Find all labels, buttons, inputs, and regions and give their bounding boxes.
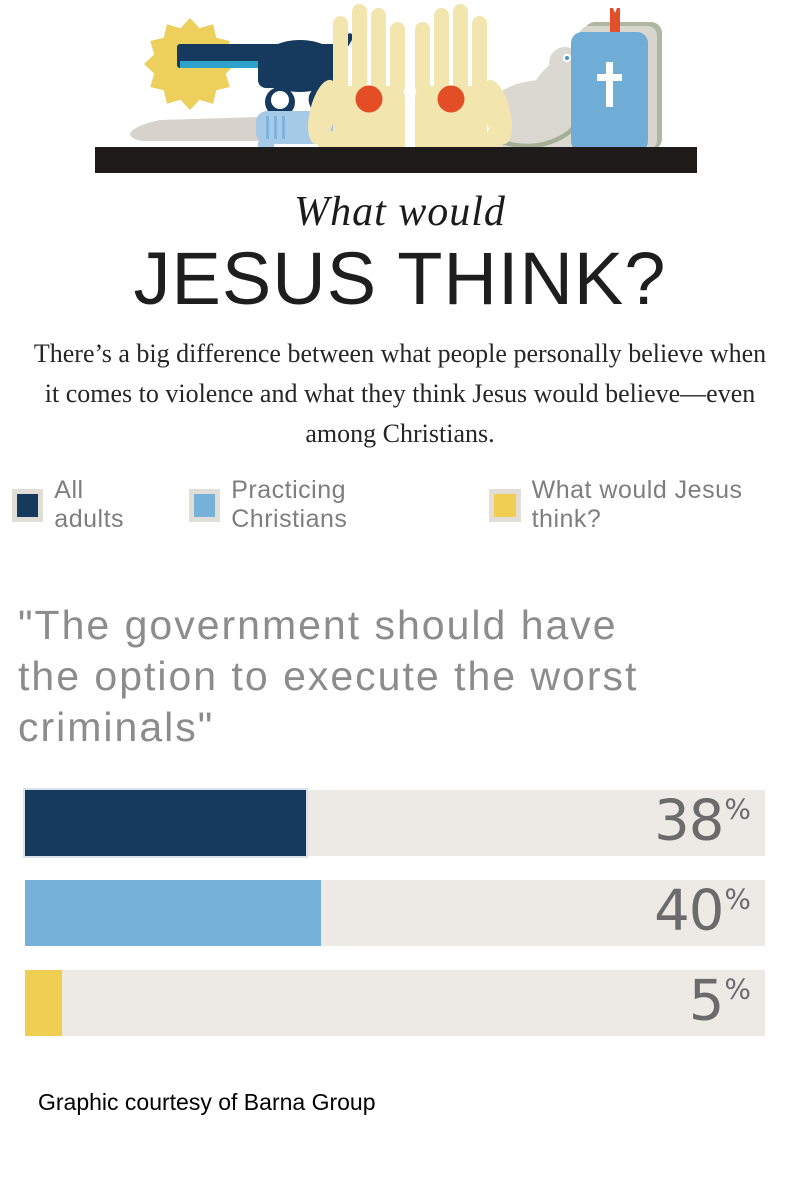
bar-row: 5% xyxy=(25,970,765,1036)
left-hand-icon xyxy=(308,4,405,147)
bar-value-label: 40% xyxy=(654,878,751,944)
legend-label: All adults xyxy=(54,476,125,533)
legend-item: Practicing Christians xyxy=(188,476,453,534)
bar-chart: 38% 40% 5% xyxy=(25,790,765,1060)
title-block: What would JESUS THINK? xyxy=(0,186,800,318)
bar-fill xyxy=(25,970,62,1036)
right-hand-icon xyxy=(415,4,512,147)
shelf xyxy=(95,147,697,173)
legend-label: What would Jesus think? xyxy=(531,476,743,533)
legend-label: Practicing Christians xyxy=(231,476,348,533)
legend: All adults Practicing Christians What woul… xyxy=(12,476,800,534)
legend-item: All adults xyxy=(12,476,153,534)
page-title: JESUS THINK? xyxy=(133,237,667,320)
legend-swatch xyxy=(188,488,221,522)
bar-row: 40% xyxy=(25,880,765,946)
hands-icon xyxy=(308,4,512,147)
bar-value-label: 5% xyxy=(688,968,751,1034)
stigmata-dot xyxy=(437,85,465,113)
bible-icon xyxy=(571,8,662,152)
source-credit: Graphic courtesy of Barna Group xyxy=(38,1089,376,1115)
survey-statement: "The government should have the option t… xyxy=(18,602,639,750)
hero-illustration xyxy=(95,4,697,173)
stigmata-dot xyxy=(355,85,383,113)
bar-row: 38% xyxy=(25,790,765,856)
legend-item: What would Jesus think? xyxy=(489,476,800,534)
cross-icon xyxy=(597,62,622,107)
intro-text: There’s a big difference between what pe… xyxy=(33,339,767,448)
bar-fill xyxy=(25,880,321,946)
bar-value-label: 38% xyxy=(654,788,751,854)
bar-fill xyxy=(25,790,307,856)
legend-swatch xyxy=(12,488,44,522)
legend-swatch xyxy=(489,488,521,522)
title-eyebrow: What would xyxy=(294,189,506,235)
